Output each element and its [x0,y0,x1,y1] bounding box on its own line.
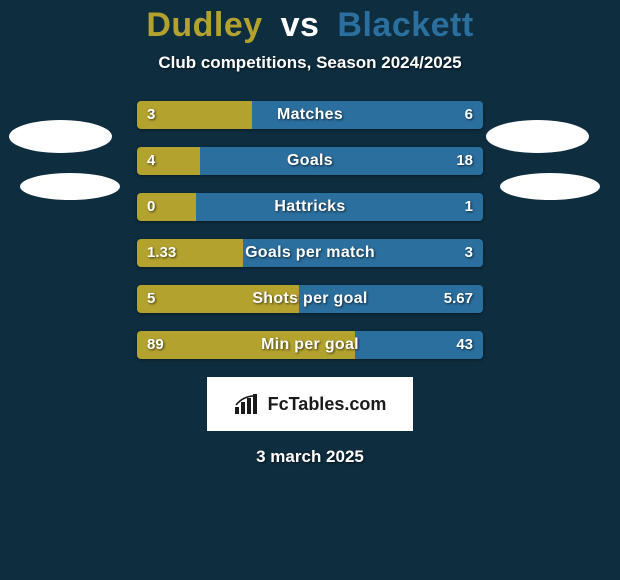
subtitle: Club competitions, Season 2024/2025 [0,53,620,73]
bar-chart-icon [234,393,260,415]
team-oval-right-1 [486,120,589,153]
title-player1: Dudley [146,6,262,44]
stat-label: Min per goal [137,331,483,359]
comparison-infographic: Dudley vs Blackett Club competitions, Se… [0,0,620,580]
stat-value-right: 6 [465,101,473,129]
branding-badge: FcTables.com [207,377,413,431]
stat-label: Hattricks [137,193,483,221]
stat-value-left: 0 [147,193,155,221]
stat-value-left: 89 [147,331,164,359]
page-title: Dudley vs Blackett [0,6,620,45]
stat-value-left: 3 [147,101,155,129]
stat-value-right: 3 [465,239,473,267]
title-vs: vs [281,6,320,44]
stat-label: Shots per goal [137,285,483,313]
chart-area: Matches36Goals418Hattricks01Goals per ma… [0,101,620,359]
stat-value-right: 1 [465,193,473,221]
team-oval-left-2 [20,173,120,200]
stat-label: Goals [137,147,483,175]
team-oval-left-1 [9,120,112,153]
stat-value-right: 43 [456,331,473,359]
stat-row: Goals per match1.33 3 [137,239,483,267]
stat-row: Shots per goal5 5.67 [137,285,483,313]
stat-label: Matches [137,101,483,129]
stat-row: Matches3 6 [137,101,483,129]
stat-value-left: 1.33 [147,239,176,267]
stat-value-left: 5 [147,285,155,313]
stat-rows: Matches36Goals418Hattricks01Goals per ma… [137,101,483,359]
team-oval-right-2 [500,173,600,200]
stat-value-right: 18 [456,147,473,175]
date-text: 3 march 2025 [0,447,620,467]
stat-row: Goals4 18 [137,147,483,175]
stat-row: Min per goal89 43 [137,331,483,359]
title-player2: Blackett [337,6,473,44]
stat-value-right: 5.67 [444,285,473,313]
branding-text: FcTables.com [268,394,387,415]
stat-label: Goals per match [137,239,483,267]
stat-value-left: 4 [147,147,155,175]
stat-row: Hattricks0 1 [137,193,483,221]
